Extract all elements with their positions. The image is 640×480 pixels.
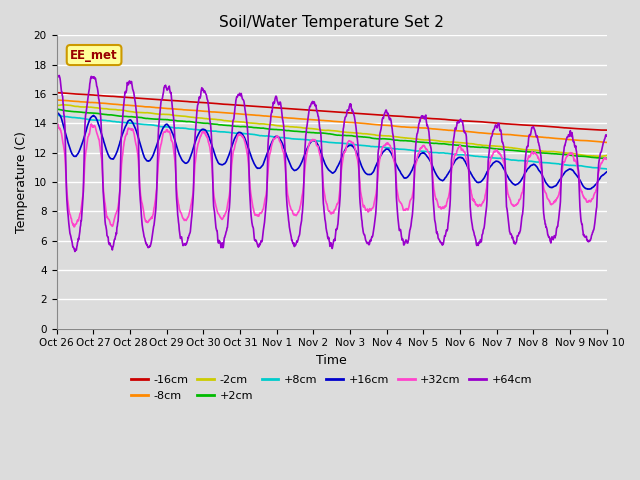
Y-axis label: Temperature (C): Temperature (C)	[15, 131, 28, 233]
-2cm	[175, 113, 183, 119]
-16cm	[237, 102, 244, 108]
+64cm	[538, 162, 545, 168]
+32cm	[603, 156, 611, 162]
+64cm	[417, 114, 425, 120]
+16cm	[175, 150, 182, 156]
+8cm	[489, 155, 497, 161]
+32cm	[418, 145, 426, 151]
-16cm	[538, 123, 545, 129]
-8cm	[52, 97, 60, 103]
-8cm	[603, 140, 611, 145]
-2cm	[417, 137, 425, 143]
+32cm	[176, 207, 184, 213]
+8cm	[52, 112, 60, 118]
-2cm	[52, 103, 60, 108]
-8cm	[489, 131, 497, 137]
+2cm	[175, 118, 182, 124]
Legend: -16cm, -8cm, -2cm, +2cm, +8cm, +16cm, +32cm, +64cm: -16cm, -8cm, -2cm, +2cm, +8cm, +16cm, +3…	[127, 371, 536, 405]
+2cm	[538, 150, 545, 156]
-2cm	[59, 102, 67, 108]
+16cm	[162, 122, 170, 128]
+32cm	[70, 224, 78, 230]
+64cm	[603, 133, 611, 139]
+32cm	[490, 149, 497, 155]
-16cm	[603, 127, 611, 133]
-2cm	[162, 111, 170, 117]
+16cm	[603, 169, 611, 175]
+2cm	[52, 106, 60, 112]
-2cm	[490, 143, 497, 149]
-16cm	[162, 97, 170, 103]
Line: -2cm: -2cm	[56, 105, 607, 156]
+32cm	[538, 170, 546, 176]
+8cm	[175, 125, 182, 131]
-16cm	[52, 90, 60, 96]
Text: EE_met: EE_met	[70, 48, 118, 61]
+64cm	[71, 249, 79, 254]
Line: +8cm: +8cm	[56, 115, 607, 169]
+64cm	[237, 93, 244, 99]
+8cm	[417, 148, 425, 154]
Title: Soil/Water Temperature Set 2: Soil/Water Temperature Set 2	[219, 15, 444, 30]
+2cm	[237, 124, 244, 130]
+32cm	[163, 127, 170, 133]
+2cm	[162, 117, 170, 122]
-16cm	[175, 98, 182, 104]
-8cm	[175, 107, 182, 112]
+32cm	[237, 132, 245, 138]
-8cm	[162, 106, 170, 111]
+64cm	[490, 128, 497, 134]
-2cm	[597, 154, 605, 159]
-2cm	[603, 153, 611, 158]
+16cm	[417, 151, 425, 156]
Line: -16cm: -16cm	[56, 93, 607, 130]
+16cm	[586, 186, 593, 192]
+16cm	[538, 171, 545, 177]
X-axis label: Time: Time	[316, 354, 347, 367]
+32cm	[53, 120, 61, 126]
-8cm	[538, 134, 545, 140]
+16cm	[237, 130, 244, 135]
+16cm	[52, 109, 60, 115]
+16cm	[489, 161, 497, 167]
-2cm	[538, 148, 545, 154]
+64cm	[52, 71, 60, 76]
+8cm	[603, 166, 611, 172]
Line: +32cm: +32cm	[56, 123, 607, 227]
-2cm	[237, 119, 244, 125]
+2cm	[603, 156, 611, 161]
-16cm	[489, 120, 497, 126]
+2cm	[489, 145, 497, 151]
-8cm	[237, 111, 244, 117]
+64cm	[175, 227, 183, 233]
-16cm	[417, 115, 425, 121]
+32cm	[52, 120, 60, 126]
Line: +64cm: +64cm	[56, 73, 607, 252]
Line: +16cm: +16cm	[56, 112, 607, 189]
+8cm	[162, 124, 170, 130]
+8cm	[237, 131, 244, 136]
+64cm	[162, 84, 170, 89]
Line: +2cm: +2cm	[56, 109, 607, 158]
-16cm	[602, 127, 609, 133]
+2cm	[417, 139, 425, 145]
-8cm	[417, 125, 425, 131]
Line: -8cm: -8cm	[56, 100, 607, 143]
+8cm	[538, 159, 545, 165]
